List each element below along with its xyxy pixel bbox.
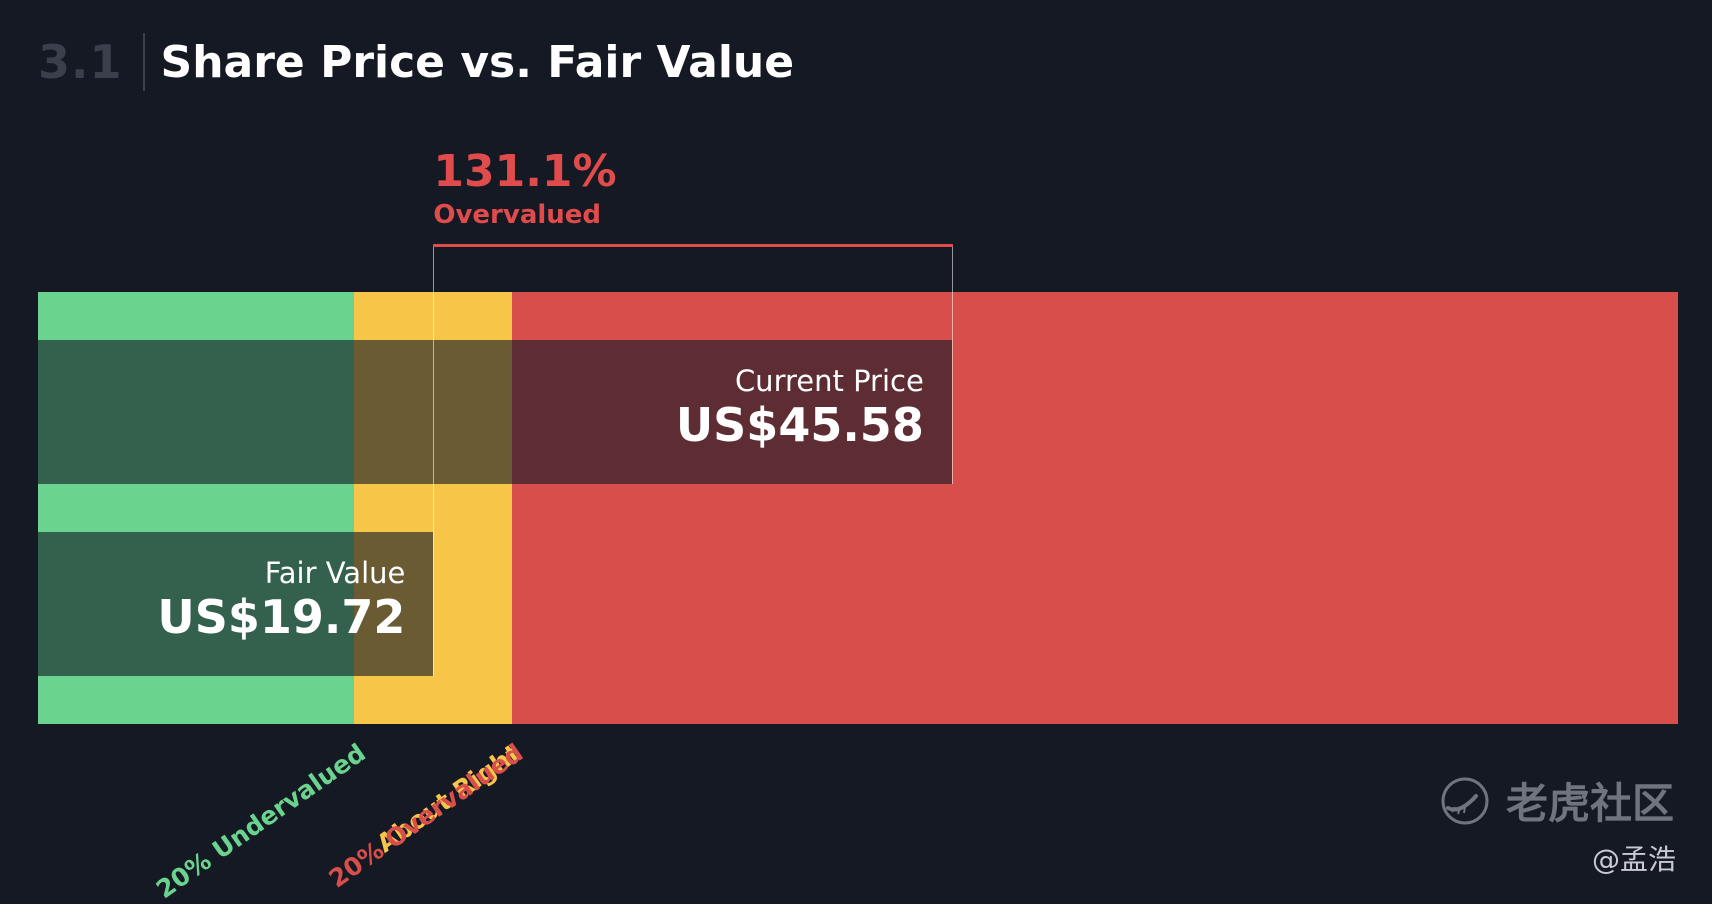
- fair-value-bar: Fair Value US$19.72: [38, 532, 434, 676]
- current-price-marker-line: [951, 244, 953, 484]
- fair-value-marker-line: [433, 244, 435, 676]
- current-price-caption: Current Price: [734, 364, 924, 398]
- watermark-brand: 老虎社区: [1505, 779, 1674, 828]
- header-divider: [142, 33, 145, 91]
- header: 3.1 Share Price vs. Fair Value: [38, 30, 794, 94]
- fair-value-value: US$19.72: [157, 590, 406, 644]
- chart-title: Share Price vs. Fair Value: [160, 36, 795, 88]
- watermark: 老虎社区: [1438, 770, 1674, 831]
- fair-value-caption: Fair Value: [264, 556, 406, 590]
- difference-label: Overvalued: [433, 200, 602, 230]
- difference-bracket: [433, 244, 953, 247]
- current-price-value: US$45.58: [675, 398, 924, 452]
- fair-value-label-group: Fair Value US$19.72: [157, 556, 405, 644]
- current-price-bar: Current Price US$45.58: [38, 340, 952, 484]
- tiger-community-logo-icon: [1441, 777, 1489, 824]
- section-number: 3.1: [38, 35, 123, 89]
- difference-percent: 131.1%: [433, 146, 617, 197]
- watermark-author: @孟浩: [1591, 843, 1676, 876]
- current-price-label-group: Current Price US$45.58: [676, 364, 924, 452]
